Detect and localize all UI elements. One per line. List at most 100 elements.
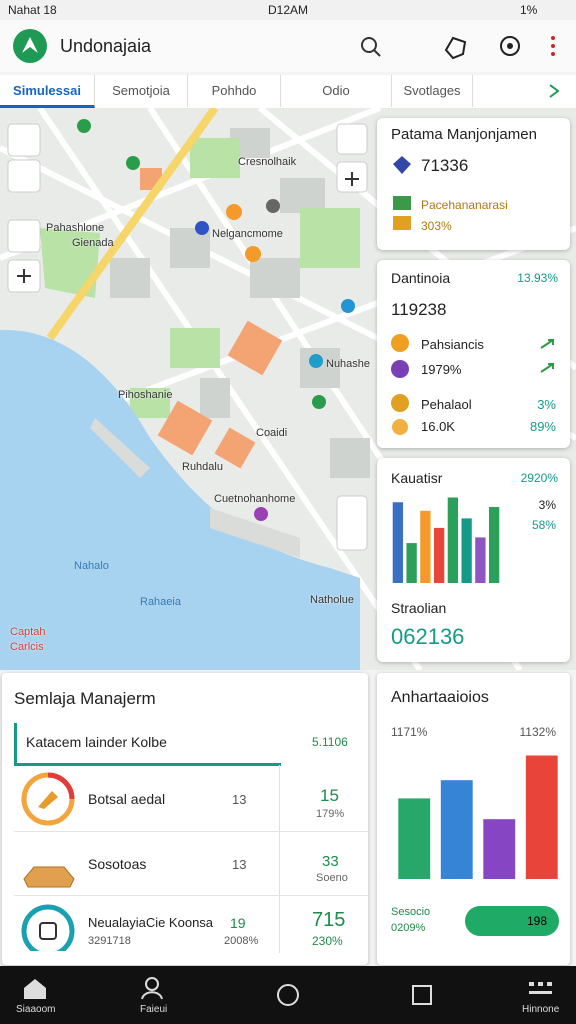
bar: [406, 543, 417, 583]
row-value: 89%: [529, 419, 556, 434]
trend-icons: [540, 339, 554, 373]
header-label: Katacem lainder Kolbe: [26, 734, 167, 750]
app-bar: Undonajaia: [0, 20, 576, 72]
table-header[interactable]: [14, 723, 281, 766]
row-icons: [21, 772, 75, 951]
bar: [420, 510, 431, 583]
app-logo: [13, 29, 47, 63]
map-label: Rahaeia: [140, 596, 181, 608]
card-value: 119238: [391, 300, 447, 319]
column-divider: [279, 765, 280, 953]
row-label: Botsal aedal: [88, 791, 166, 807]
row-sub: Soeno: [316, 872, 348, 884]
tab[interactable]: Semotjoia: [95, 75, 188, 107]
card-icons: [391, 334, 409, 435]
header-value: 5.1106: [312, 735, 348, 749]
button-label[interactable]: 198: [527, 914, 548, 928]
stats-card[interactable]: Dantinoia 13.93% 119238 Pahsiancis 1979%…: [377, 260, 570, 448]
nav-home-button[interactable]: [276, 983, 300, 1007]
bar-chart: [398, 755, 558, 879]
tab[interactable]: Svotlages: [392, 75, 473, 107]
nav-label[interactable]: Faieui: [140, 1004, 168, 1015]
card-title-value: 2920%: [520, 471, 558, 485]
card-icons: [393, 156, 411, 230]
status-time: D12AM: [268, 3, 309, 17]
row-label: Pehalaol: [421, 397, 472, 412]
nav-home-icon[interactable]: [22, 978, 48, 1000]
tab[interactable]: Odio: [281, 75, 392, 107]
card-value: 71336: [421, 156, 469, 175]
row-label: Pahsiancis: [421, 337, 484, 352]
bar: [461, 518, 472, 583]
map-label: Nuhashe: [326, 358, 371, 370]
bar: [440, 780, 473, 879]
nav-profile-icon[interactable]: [140, 976, 164, 1000]
nav-label[interactable]: Hinnone: [522, 1004, 560, 1015]
row-divider: [14, 831, 368, 832]
footer-label: Sesocio: [391, 906, 431, 918]
tab[interactable]: Pohhdo: [188, 75, 281, 107]
row-value: 715: [312, 909, 346, 931]
row-sub: 179%: [316, 808, 345, 820]
nav-menu-icon[interactable]: [528, 980, 554, 1000]
kpi-card[interactable]: Kauatisr 2920% 3% 58% Straolian 062136: [377, 458, 570, 662]
card-title: Semlaja Manajerm: [14, 689, 156, 708]
card-title: Kauatisr: [391, 470, 443, 486]
row-label: 16.0K: [421, 419, 455, 434]
row-value: 3%: [537, 397, 556, 412]
tab-bar: Simulessai Semotjoia Pohhdo Odio Svotlag…: [0, 75, 576, 109]
status-left: Nahat 18: [8, 3, 57, 17]
row-label: NeualayiaCie Koonsa: [88, 915, 214, 930]
map-label: Nelgancmome: [212, 228, 283, 240]
status-bar: Nahat 18 D12AM 1%: [0, 0, 576, 20]
card-title-value: 13.93%: [517, 271, 558, 285]
map-label: Carlcis: [10, 641, 44, 653]
app-title: Undonajaia: [60, 36, 152, 56]
bar: [392, 502, 404, 583]
chart-left-value: 1171%: [391, 725, 428, 739]
map-label: Captah: [10, 626, 46, 638]
tab-next[interactable]: [546, 83, 562, 99]
nav-bar: Siaaoom Faieui Hinnone: [0, 966, 576, 1024]
map-label: Pahashlone: [46, 222, 105, 234]
stat: 58%: [531, 518, 556, 532]
row-divider: [14, 895, 368, 896]
bar: [475, 537, 486, 583]
stat: 3%: [538, 498, 556, 512]
card-label: Pacehananarasi: [421, 198, 508, 212]
map-label: Cuetnohanhome: [214, 493, 296, 505]
tab[interactable]: Simulessai: [0, 75, 95, 108]
bar: [433, 527, 445, 583]
nav-label[interactable]: Siaaoom: [16, 1004, 56, 1015]
footer-value: 062136: [391, 624, 465, 649]
summary-card[interactable]: Patama Manjonjamen 71336 Pacehananarasi …: [377, 118, 570, 250]
card-title: Patama Manjonjamen: [391, 126, 537, 143]
card-title: Anhartaaioios: [391, 689, 489, 706]
map-label: Ruhdalu: [182, 461, 223, 473]
row-sub: 230%: [312, 934, 343, 948]
bar: [483, 819, 516, 879]
nav-recents-button[interactable]: [412, 985, 432, 1005]
row-value: 15: [320, 786, 339, 805]
footer-value: 0209%: [391, 922, 426, 934]
action-button[interactable]: [465, 906, 559, 936]
row-label: 1979%: [421, 362, 462, 377]
bar: [398, 798, 431, 879]
map-label: Gienada: [72, 237, 114, 249]
map-label: Coaidi: [256, 427, 288, 439]
map-label: Cresnolhaik: [238, 156, 297, 168]
map-label: Pihoshanie: [118, 389, 173, 401]
row-sub: 2008%: [224, 935, 259, 947]
bar: [447, 497, 459, 583]
app-actions[interactable]: [358, 34, 558, 60]
row-label: Sosotoas: [88, 856, 147, 872]
map-label: Natholue: [310, 594, 355, 606]
map-label: Nahalo: [74, 560, 109, 572]
bar: [488, 507, 500, 583]
row-value: 33: [322, 853, 339, 870]
row-count: 13: [232, 857, 247, 872]
bar: [525, 755, 558, 879]
table-card: Semlaja Manajerm Katacem lainder Kolbe 5…: [2, 673, 368, 965]
